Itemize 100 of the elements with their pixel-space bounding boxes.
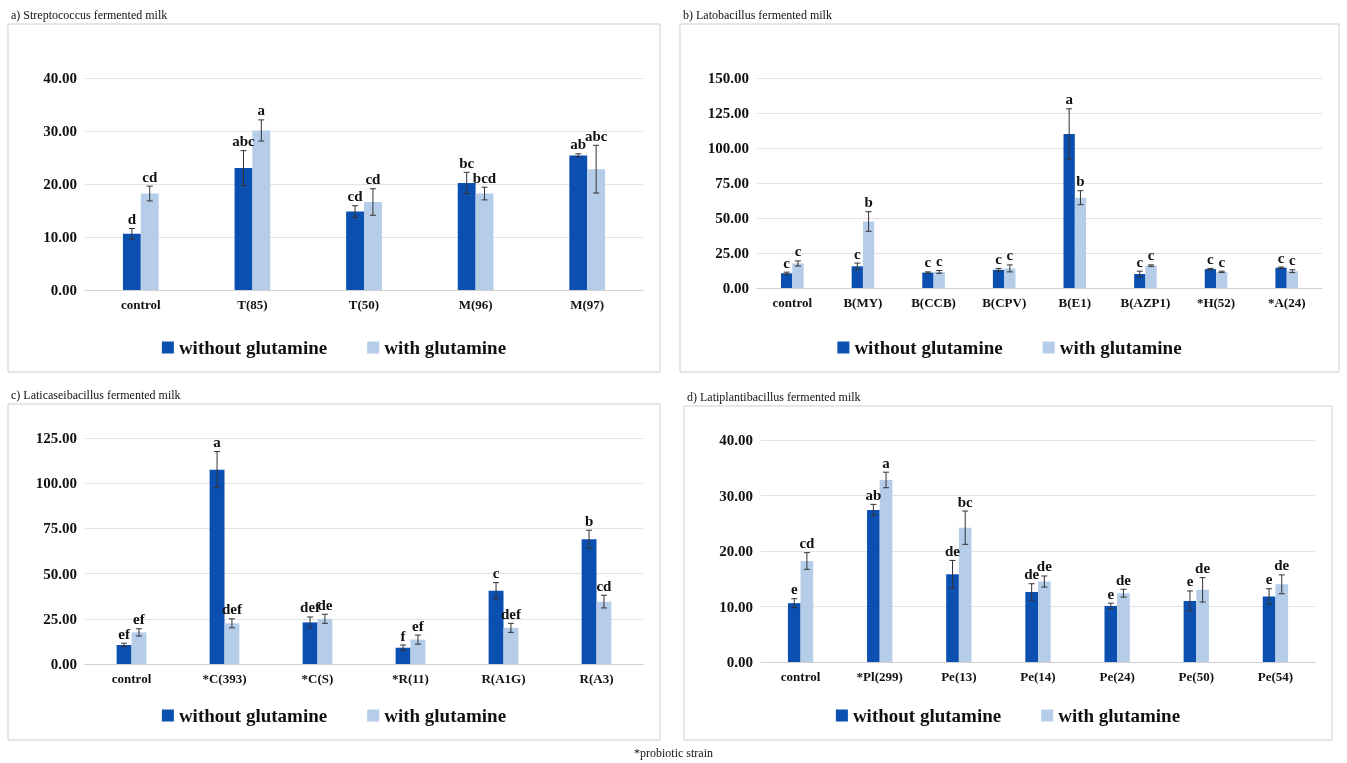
bar xyxy=(1275,267,1287,288)
bar xyxy=(364,202,382,290)
data-label: bcd xyxy=(472,169,497,186)
y-tick-label: 125.00 xyxy=(35,430,77,446)
bar xyxy=(457,182,476,290)
data-label: f xyxy=(400,627,407,644)
data-label: a xyxy=(882,454,891,471)
data-label: c xyxy=(783,254,791,271)
data-label: d xyxy=(127,211,137,228)
x-tick-label: *R(11) xyxy=(392,671,429,686)
bar xyxy=(958,527,972,662)
legend-label: without glutamine xyxy=(178,337,328,358)
bar xyxy=(1004,268,1016,288)
data-label: b xyxy=(864,194,873,211)
data-label: c xyxy=(853,245,861,262)
data-label: ab xyxy=(865,486,882,503)
x-tick-label: *C(393) xyxy=(202,671,247,686)
x-tick-label: Pe(50) xyxy=(1178,669,1214,684)
x-tick-label: *C(S) xyxy=(301,671,334,686)
x-tick-label: T(85) xyxy=(237,297,268,312)
bar xyxy=(1063,134,1075,288)
bar xyxy=(569,155,588,290)
x-tick-label: M(97) xyxy=(570,297,605,312)
y-tick-label: 25.00 xyxy=(43,610,77,627)
legend-label: with glutamine xyxy=(384,705,507,726)
data-label: cd xyxy=(365,171,382,188)
bar xyxy=(946,574,959,662)
y-tick-label: 30.00 xyxy=(43,123,77,139)
x-tick-label: B(MY) xyxy=(843,295,883,310)
bar xyxy=(596,601,612,664)
x-tick-label: B(E1) xyxy=(1058,295,1092,310)
legend-label: without glutamine xyxy=(852,705,1002,726)
data-label: c xyxy=(924,254,932,271)
bar xyxy=(116,645,132,664)
y-tick-label: 30.00 xyxy=(719,487,753,504)
bar xyxy=(224,623,240,664)
chart-title: a) Streptococcus fermented milk xyxy=(11,8,168,22)
data-label: c xyxy=(1147,247,1155,264)
chart-title: d) Latiplantibacillus fermented milk xyxy=(687,390,861,404)
bar xyxy=(787,603,801,662)
bar xyxy=(1145,265,1157,288)
data-label: c xyxy=(995,250,1003,267)
y-tick-label: 75.00 xyxy=(43,520,77,537)
data-label: a xyxy=(257,102,266,119)
chart-title: b) Latobacillus fermented milk xyxy=(683,8,832,22)
bar xyxy=(395,647,411,664)
data-label: e xyxy=(1186,573,1194,590)
bar xyxy=(781,273,793,288)
data-label: c xyxy=(1277,249,1285,266)
data-label: cd xyxy=(596,577,613,594)
bar xyxy=(800,560,814,662)
bar xyxy=(1134,274,1146,288)
data-label: c xyxy=(1218,253,1226,270)
data-label: e xyxy=(790,581,798,598)
y-tick-label: 20.00 xyxy=(43,176,77,192)
bar xyxy=(862,221,875,288)
bar xyxy=(1183,600,1197,662)
bar xyxy=(1275,584,1289,662)
bar xyxy=(1216,271,1228,288)
x-tick-label: control xyxy=(772,295,813,310)
x-tick-label: T(50) xyxy=(348,297,380,312)
bar xyxy=(1286,271,1298,288)
x-tick-label: *Pl(299) xyxy=(856,669,903,684)
bar xyxy=(1196,589,1209,662)
y-tick-label: 40.00 xyxy=(43,70,77,86)
x-tick-label: B(CCB) xyxy=(911,295,956,310)
legend-label: with glutamine xyxy=(1059,337,1182,358)
x-tick-label: B(AZP1) xyxy=(1120,295,1171,310)
bar xyxy=(933,271,945,288)
data-label: e xyxy=(1107,585,1115,602)
y-tick-label: 50.00 xyxy=(715,210,749,226)
data-label: abc xyxy=(232,133,256,150)
data-label: bc xyxy=(459,154,475,171)
y-tick-label: 10.00 xyxy=(43,229,77,245)
y-tick-label: 0.00 xyxy=(50,282,77,298)
text: *probiotic strain xyxy=(634,746,713,760)
x-tick-label: *H(52) xyxy=(1196,295,1236,310)
data-label: ef xyxy=(118,625,131,642)
data-label: cd xyxy=(799,535,816,552)
bar xyxy=(410,639,426,664)
data-label: cd xyxy=(142,168,158,185)
bar xyxy=(867,509,880,662)
legend-label: with glutamine xyxy=(1058,705,1181,726)
bar xyxy=(140,193,159,290)
legend-label: without glutamine xyxy=(854,337,1003,358)
bar xyxy=(1104,605,1118,662)
bar xyxy=(1204,269,1217,288)
y-tick-label: 0.00 xyxy=(726,654,753,670)
x-tick-label: R(A1G) xyxy=(481,671,526,686)
data-label: e xyxy=(1265,571,1273,588)
bar xyxy=(122,233,141,290)
data-label: cd xyxy=(347,188,364,205)
bar xyxy=(992,269,1005,288)
chart-title: c) Laticaseibacillus fermented milk xyxy=(11,388,181,402)
x-tick-label: B(CPV) xyxy=(982,295,1027,310)
x-tick-label: Pe(14) xyxy=(1020,669,1056,684)
data-label: c xyxy=(1289,252,1296,269)
y-tick-label: 0.00 xyxy=(50,656,77,672)
data-label: de xyxy=(1274,557,1290,574)
bar xyxy=(302,622,318,664)
